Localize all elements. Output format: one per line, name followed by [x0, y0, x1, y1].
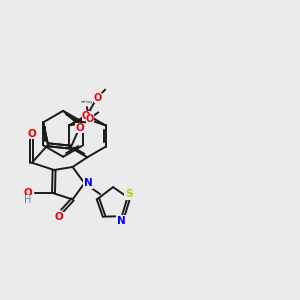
Text: S: S: [125, 189, 133, 200]
Text: O: O: [86, 114, 94, 124]
Text: O: O: [82, 111, 90, 121]
Text: N: N: [116, 216, 125, 226]
Text: O: O: [55, 212, 64, 221]
Text: H: H: [24, 195, 31, 205]
Text: O: O: [75, 123, 84, 133]
Text: N: N: [84, 178, 93, 188]
Text: O: O: [28, 129, 36, 139]
Text: O: O: [23, 188, 32, 198]
Text: O: O: [94, 93, 102, 103]
Text: methoxy: methoxy: [81, 100, 93, 104]
